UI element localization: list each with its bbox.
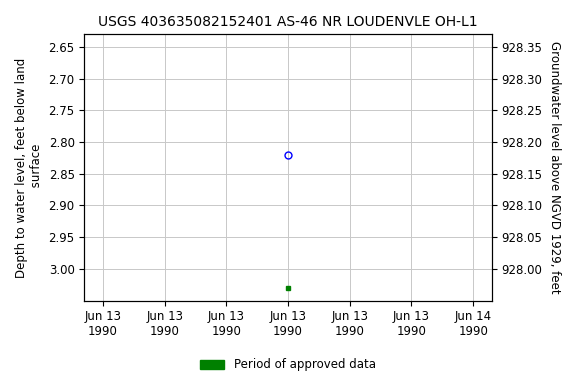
Title: USGS 403635082152401 AS-46 NR LOUDENVLE OH-L1: USGS 403635082152401 AS-46 NR LOUDENVLE … xyxy=(98,15,478,29)
Y-axis label: Groundwater level above NGVD 1929, feet: Groundwater level above NGVD 1929, feet xyxy=(548,41,561,294)
Y-axis label: Depth to water level, feet below land
 surface: Depth to water level, feet below land su… xyxy=(15,57,43,278)
Legend: Period of approved data: Period of approved data xyxy=(196,354,380,376)
